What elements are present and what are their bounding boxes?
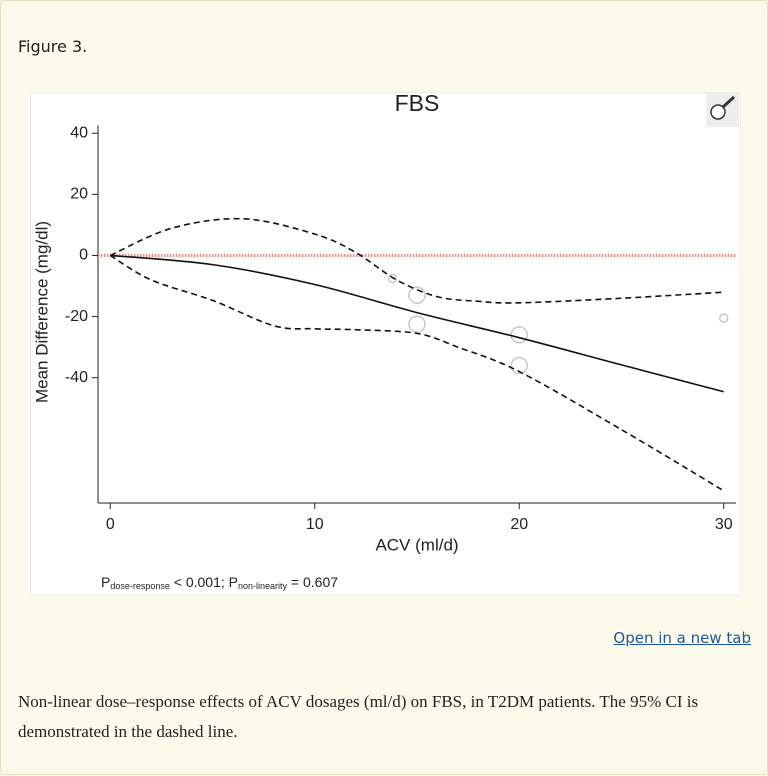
annotation-text: < 0.001; P (170, 574, 238, 590)
y-tick-label: -40 (65, 369, 88, 386)
caption: Non-linear dose–response effects of ACV … (18, 692, 699, 741)
chart-box (30, 92, 741, 596)
data-point (510, 356, 528, 375)
annotation-subscript: non-linearity (238, 581, 288, 591)
annotation-text: = 0.607 (287, 574, 338, 590)
data-point (408, 315, 426, 333)
data-point (510, 326, 528, 344)
y-tick-label: 40 (70, 124, 88, 141)
y-tick-label: -20 (65, 308, 88, 325)
annotation-subscript: dose-response (110, 581, 170, 591)
data-point (408, 286, 426, 304)
data-point (718, 313, 729, 323)
ci-line (109, 217, 724, 304)
estimate-line (110, 254, 724, 393)
zoom-icon (710, 104, 726, 120)
annotation-text: P (101, 574, 110, 590)
chart-title: FBS (395, 90, 440, 116)
x-axis-label: ACV (ml/d) (375, 535, 458, 554)
figure-label: Figure 3. (18, 37, 88, 56)
x-tick-label: 30 (715, 516, 733, 533)
data-point (387, 273, 398, 284)
x-tick-label: 20 (510, 516, 528, 533)
zoom-icon-handle (721, 95, 736, 109)
y-tick-label: 20 (70, 186, 88, 203)
open-link[interactable]: Open in a new tab (613, 629, 751, 647)
x-tick-label: 10 (306, 516, 324, 533)
x-tick-label: 0 (106, 516, 115, 533)
y-tick-label: 0 (79, 247, 88, 264)
y-axis-label: Mean Difference (mg/dl) (32, 221, 51, 403)
annotation: Pdose-response < 0.001; Pnon-linearity =… (101, 574, 338, 592)
ci-line (109, 254, 725, 492)
